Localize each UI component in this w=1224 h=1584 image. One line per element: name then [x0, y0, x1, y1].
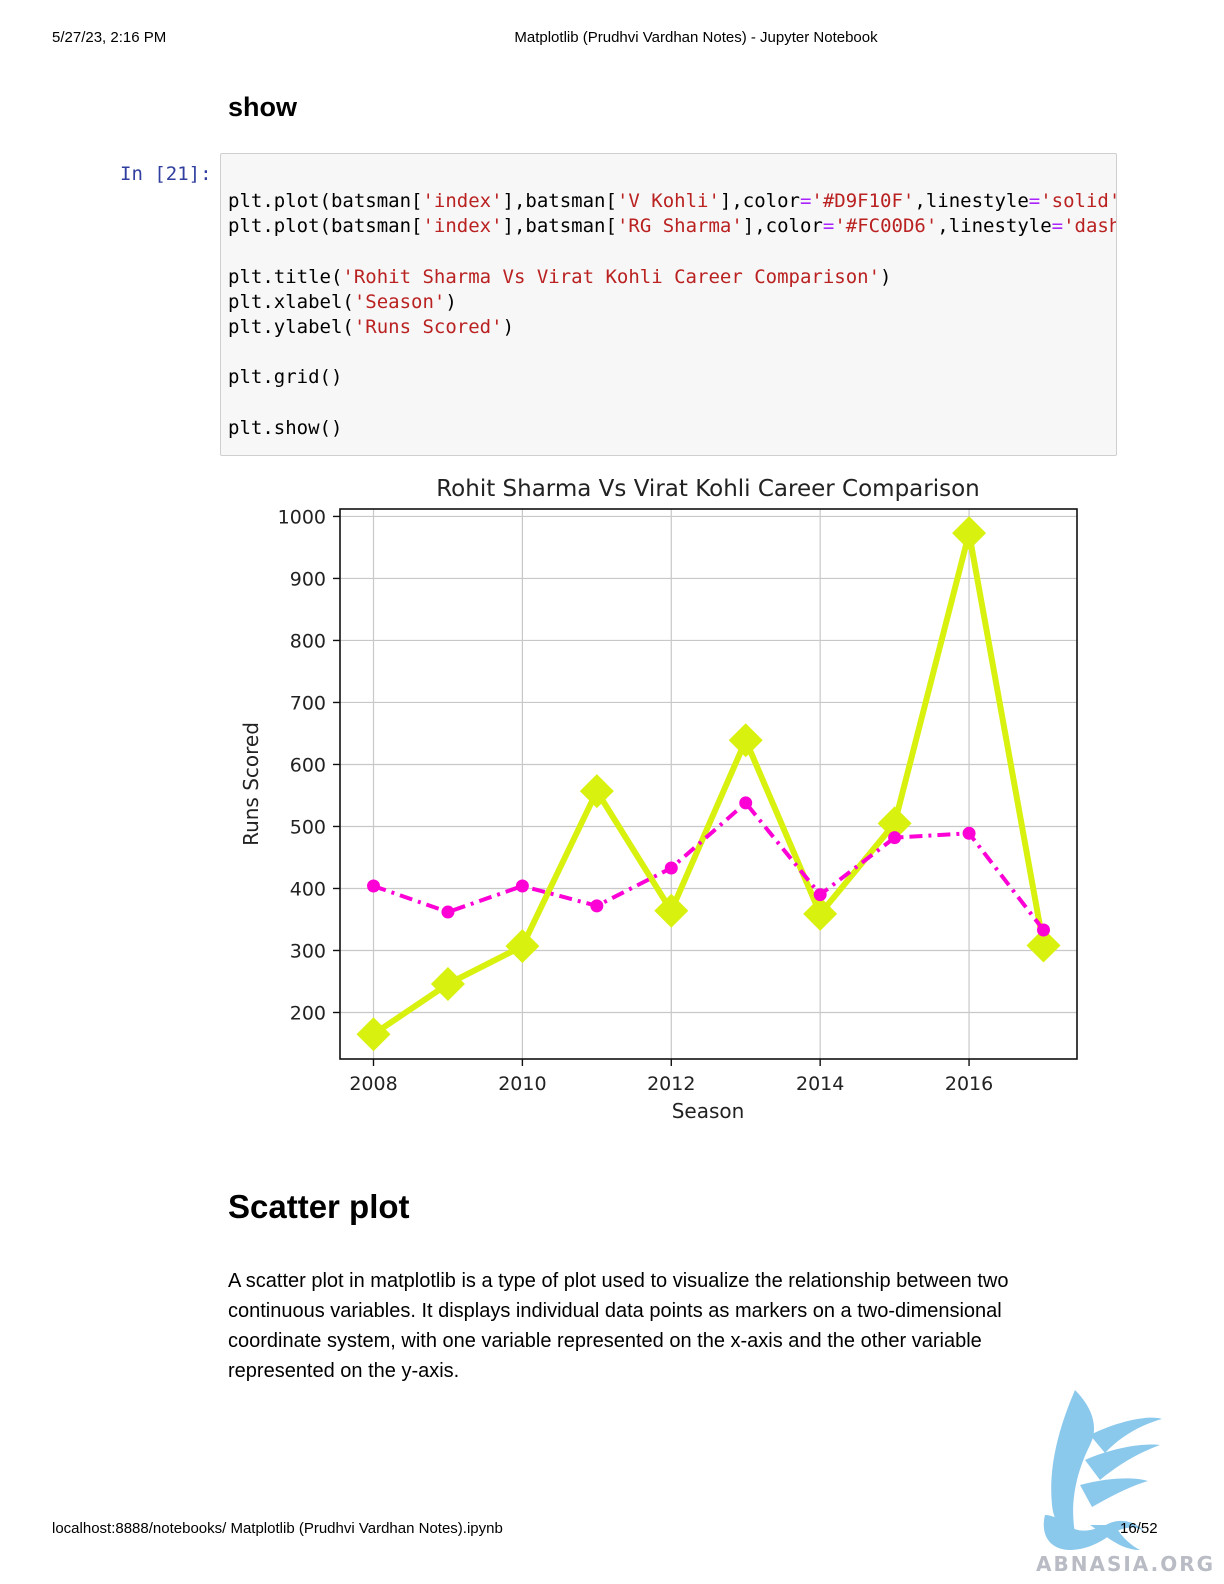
y-tick-label: 1000	[278, 506, 326, 528]
scatter-description: A scatter plot in matplotlib is a type o…	[228, 1270, 1009, 1382]
y-tick-label: 600	[290, 754, 326, 776]
griffin-logo-icon	[1043, 1390, 1162, 1550]
sharma-point	[367, 879, 380, 893]
sharma-point	[441, 905, 455, 919]
kohli-point	[952, 516, 987, 551]
sharma-point	[962, 826, 976, 840]
kohli-point	[654, 893, 689, 928]
sharma-point	[515, 879, 529, 893]
chart-frame	[339, 508, 1078, 1060]
y-tick-label: 300	[290, 940, 326, 962]
y-tick-label: 700	[290, 692, 326, 714]
chart-series	[356, 516, 1061, 1052]
print-datetime: 5/27/23, 2:16 PM	[52, 29, 167, 46]
y-tick-label: 200	[290, 1002, 326, 1024]
chart-ylabel: Runs Scored	[239, 722, 263, 846]
section-heading-show: show	[228, 92, 298, 122]
kohli-point	[1026, 928, 1061, 963]
chart-xlabel: Season	[672, 1099, 745, 1123]
chart-ticks: 2008 2010 2012 2014 2016 200 300 400 500 600 700 80…	[278, 506, 994, 1095]
x-tick-label: 2010	[498, 1073, 546, 1095]
page-number: 16/52	[1120, 1520, 1158, 1537]
sharma-point	[813, 888, 827, 902]
print-url: localhost:8888/notebooks/ Matplotlib (Pr…	[52, 1520, 503, 1537]
print-title: Matplotlib (Prudhvi Vardhan Notes) - Jup…	[514, 29, 878, 46]
kohli-point	[728, 723, 763, 758]
kohli-point	[356, 1017, 391, 1052]
chart-title: Rohit Sharma Vs Virat Kohli Career Compa…	[436, 476, 980, 502]
y-tick-label: 500	[290, 816, 326, 838]
kohli-point	[579, 774, 614, 809]
sharma-point	[739, 796, 753, 810]
x-tick-label: 2016	[945, 1073, 993, 1095]
code-text[interactable]: plt.plot(batsman['index'],batsman['V Koh…	[228, 190, 1117, 439]
code-cell[interactable]: plt.plot(batsman['index'],batsman['V Koh…	[220, 153, 1117, 456]
sharma-point	[1037, 923, 1050, 937]
line-chart: Rohit Sharma Vs Virat Kohli Career Compa…	[239, 476, 1078, 1123]
sharma-point	[664, 861, 678, 875]
cell-prompt: In [21]:	[120, 163, 212, 185]
sharma-point	[888, 831, 902, 845]
y-tick-label: 900	[290, 568, 326, 590]
kohli-point	[803, 896, 838, 931]
y-tick-label: 400	[290, 878, 326, 900]
x-tick-label: 2014	[796, 1073, 844, 1095]
x-tick-label: 2012	[647, 1073, 695, 1095]
watermark-text: ABNASIA.ORG	[1036, 1552, 1216, 1576]
kohli-point	[430, 966, 465, 1001]
print-header: 5/27/23, 2:16 PM Matplotlib (Prudhvi Var…	[0, 29, 1224, 49]
kohli-point	[877, 806, 912, 841]
kohli-line	[371, 530, 1047, 1037]
x-tick-label: 2008	[349, 1073, 397, 1095]
kohli-point	[505, 929, 540, 964]
sharma-line	[372, 800, 1046, 932]
sharma-point	[590, 899, 604, 913]
y-tick-label: 800	[290, 630, 326, 652]
section-heading-scatter: Scatter plot	[228, 1188, 410, 1225]
